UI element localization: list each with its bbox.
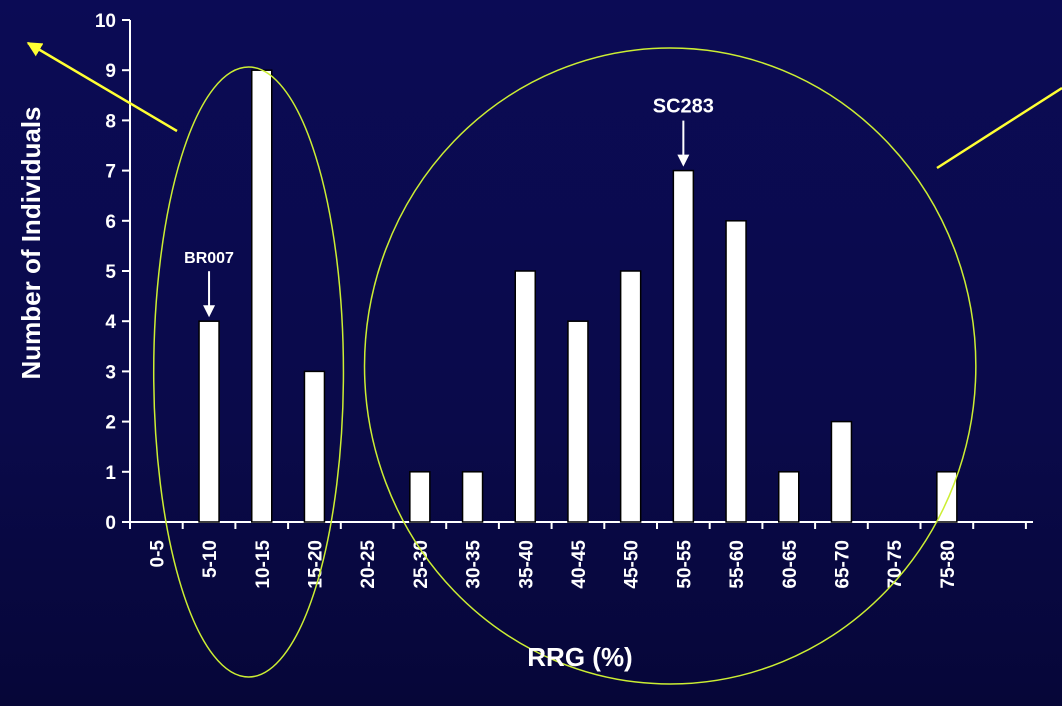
bar (409, 471, 431, 523)
annotations: BR007 SC283 (184, 96, 714, 318)
annotation-label: SC283 (653, 96, 714, 118)
y-tick-label: 0 (105, 513, 116, 534)
bar (567, 320, 589, 523)
annotation-label: BR007 (184, 250, 234, 267)
x-tick-label: 0-5 (147, 540, 168, 568)
x-tick-label: 65-70 (832, 540, 853, 589)
bar (251, 69, 273, 523)
y-tick-label: 4 (105, 312, 116, 333)
bar (672, 169, 695, 523)
x-tick-label: 35-40 (516, 540, 537, 589)
y-tick-label: 10 (95, 11, 116, 32)
x-tick-label: 5-10 (200, 540, 221, 578)
group-ellipse (363, 47, 977, 685)
y-tick-label: 8 (105, 111, 116, 132)
y-tick-label: 9 (105, 61, 116, 82)
y-tick-label: 2 (105, 413, 116, 434)
annotation-arrow-head (203, 305, 216, 318)
x-tick-label: 75-80 (938, 540, 959, 589)
y-tick-label: 3 (105, 362, 116, 383)
bars (198, 69, 958, 523)
y-tick-label: 6 (105, 212, 116, 233)
bar (778, 471, 800, 523)
bar (198, 320, 220, 523)
y-axis: 0 1 2 3 4 5 6 7 8 9 10 (95, 11, 131, 534)
x-tick-label: 40-45 (569, 540, 590, 589)
bar (936, 471, 958, 523)
y-axis-title: Number of Individuals (16, 106, 46, 379)
bar (461, 471, 484, 523)
y-tick-label: 1 (105, 463, 116, 484)
x-tick-label: 50-55 (674, 540, 695, 589)
group-ellipse (152, 66, 345, 678)
x-tick-label: 60-65 (780, 540, 801, 589)
bar (303, 370, 326, 523)
x-tick-label: 25-30 (411, 540, 432, 589)
annotation-arrow-head (677, 154, 690, 167)
x-axis-title: RRG (%) (527, 642, 632, 672)
x-tick-label: 30-35 (464, 540, 485, 589)
y-tick-label: 7 (105, 162, 116, 183)
bar (830, 420, 853, 523)
bar (725, 220, 747, 523)
x-tick-label: 55-60 (727, 540, 748, 589)
x-tick-label: 15-20 (305, 540, 326, 589)
x-tick-label: 45-50 (622, 540, 643, 589)
pointer-arrow-right (936, 86, 1062, 170)
x-tick-label: 20-25 (358, 540, 379, 589)
pointer-arrow-left (26, 41, 178, 133)
y-tick-label: 5 (105, 262, 116, 283)
bar (619, 270, 642, 523)
group-highlights (26, 41, 1062, 685)
x-tick-label: 10-15 (253, 540, 274, 589)
bar (514, 270, 536, 523)
x-tick-label: 70-75 (885, 540, 906, 589)
